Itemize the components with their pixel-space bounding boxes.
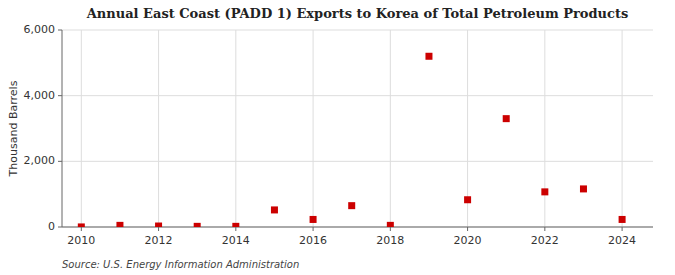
point [425,53,432,60]
y-axis: 0 2,000 4,000 6,000 [24,23,63,233]
grid-line-y [62,161,653,162]
x-tick [158,227,159,231]
grid-line-x [235,30,236,227]
point [78,223,85,227]
y-tick-label: 2,000 [24,154,56,167]
point [387,222,394,227]
x-tick [81,227,82,231]
point [155,223,162,227]
title: Annual East Coast (PADD 1) Exports to Ko… [86,6,629,21]
y-tick [58,161,62,162]
y-tick [58,95,62,96]
x-tick-label: 2018 [376,234,404,247]
point [541,188,548,195]
x-tick [313,227,314,231]
chart: 0 2,000 4,000 6,000 2010 2012 2014 2016 2018 2020… [0,0,675,275]
grid [62,30,653,227]
point [310,216,317,223]
grid-line-x [313,30,314,227]
x-tick-label: 2024 [608,234,636,247]
x-tick-label: 2016 [299,234,327,247]
annotation: Source: U.S. Energy Information Administ… [62,259,299,270]
grid-line-x [622,30,623,227]
grid-line-x [544,30,545,227]
x-tick [622,227,623,231]
grid-line-x [390,30,391,227]
x-tick-label: 2022 [531,234,559,247]
x-tick-label: 2020 [454,234,482,247]
x-tick [544,227,545,231]
point [464,196,471,203]
point [271,206,278,213]
point [503,115,510,122]
x-tick [235,227,236,231]
y-tick [58,30,62,31]
point [232,223,239,227]
grid-line-x [81,30,82,227]
y-axis-label: Thousand Barrels [7,80,20,177]
y-tick-label: 6,000 [24,23,56,36]
point [194,223,201,227]
point [116,222,123,227]
x-tick [390,227,391,231]
points [78,53,626,227]
y-tick-label: 4,000 [24,89,56,102]
grid-line-x [158,30,159,227]
x-axis: 2010 2012 2014 2016 2018 2020 2022 2024 [67,227,636,247]
y-axis-line [62,30,63,227]
grid-line-y [62,95,653,96]
x-tick [467,227,468,231]
x-axis-line [62,227,653,228]
point [619,216,626,223]
x-tick-label: 2014 [222,234,250,247]
x-tick-label: 2012 [145,234,173,247]
grid-line-y [62,227,653,228]
grid-line-y [62,30,653,31]
y-tick [58,227,62,228]
point [348,202,355,209]
y-tick-label: 0 [48,220,55,233]
x-tick-label: 2010 [67,234,95,247]
point [580,185,587,192]
